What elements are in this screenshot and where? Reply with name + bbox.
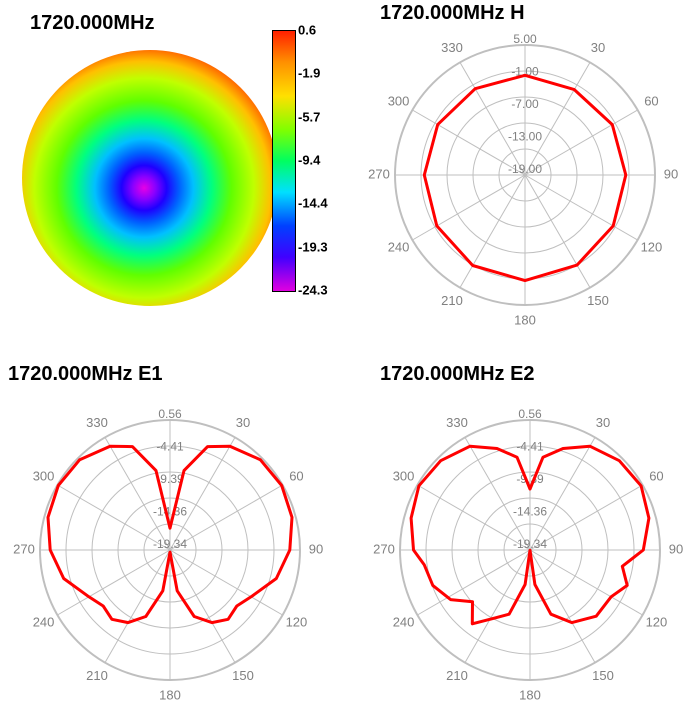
- angle-label: 330: [446, 415, 468, 430]
- radial-label: 5.00: [513, 32, 537, 46]
- panel-e1-plane: 1720.000MHz E1 3060901201501802102402703…: [0, 355, 350, 710]
- angle-label: 150: [587, 293, 609, 308]
- radial-label: -19.34: [153, 537, 187, 551]
- page: 1720.000MHz 0.6-1.9-5.7-9.4-14.4-19.3-24…: [0, 0, 700, 711]
- panel0-svg: [0, 0, 350, 355]
- angle-label: 240: [33, 614, 55, 629]
- panel1-svg: 3060901201501802102402703003305.00-1.00-…: [350, 0, 700, 355]
- angle-label: 270: [13, 541, 35, 556]
- angle-label: 180: [514, 312, 536, 327]
- angle-label: 300: [33, 468, 55, 483]
- angle-label: 30: [591, 40, 605, 55]
- angle-label: 330: [86, 415, 108, 430]
- angle-label: 30: [236, 415, 250, 430]
- angle-label: 90: [669, 541, 683, 556]
- colorbar-tick: -1.9: [294, 66, 320, 81]
- colorbar-tick: -24.3: [294, 283, 328, 298]
- radial-label: -19.00: [508, 162, 542, 176]
- colorbar-tick: 0.6: [294, 23, 316, 38]
- radial-label: -14.36: [513, 505, 547, 519]
- colorbar-tick: -19.3: [294, 239, 328, 254]
- angle-label: 270: [373, 541, 395, 556]
- panel-3d-pattern: 1720.000MHz 0.6-1.9-5.7-9.4-14.4-19.3-24…: [0, 0, 350, 355]
- colorbar-tick: -5.7: [294, 109, 320, 124]
- angle-label: 300: [393, 468, 415, 483]
- angle-label: 60: [649, 468, 663, 483]
- angle-label: 90: [309, 541, 323, 556]
- colorbar-tick: -14.4: [294, 196, 328, 211]
- radial-label: -9.39: [516, 472, 544, 486]
- angle-label: 330: [441, 40, 463, 55]
- angle-label: 210: [86, 668, 108, 683]
- angle-label: 150: [592, 668, 614, 683]
- radial-label: 0.56: [158, 407, 182, 421]
- colorbar-gradient: [272, 30, 296, 292]
- radial-label: -4.41: [516, 440, 544, 454]
- radial-label: -14.36: [153, 505, 187, 519]
- radial-label: 0.56: [518, 407, 542, 421]
- angle-label: 120: [286, 614, 308, 629]
- radial-label: -7.00: [511, 97, 539, 111]
- angle-label: 150: [232, 668, 254, 683]
- angle-label: 60: [644, 93, 658, 108]
- angle-label: 180: [159, 687, 181, 702]
- panel-e2-plane: 1720.000MHz E2 3060901201501802102402703…: [350, 355, 700, 710]
- colorbar: 0.6-1.9-5.7-9.4-14.4-19.3-24.3: [272, 30, 294, 290]
- angle-label: 240: [388, 239, 410, 254]
- colorbar-tick: -9.4: [294, 153, 320, 168]
- angle-label: 60: [289, 468, 303, 483]
- panel-h-plane: 1720.000MHz H 30609012015018021024027030…: [350, 0, 700, 355]
- radial-label: -4.41: [156, 440, 184, 454]
- angle-label: 120: [641, 239, 663, 254]
- angle-label: 300: [388, 93, 410, 108]
- angle-label: 270: [368, 166, 390, 181]
- angle-label: 90: [664, 166, 678, 181]
- angle-label: 210: [446, 668, 468, 683]
- angle-label: 30: [596, 415, 610, 430]
- angle-label: 240: [393, 614, 415, 629]
- angle-label: 210: [441, 293, 463, 308]
- angle-label: 120: [646, 614, 668, 629]
- radial-label: -13.00: [508, 130, 542, 144]
- panel3-svg: 30 60 90 120 150 180 210 240 270 300 330 0.56 -4.41 -…: [350, 355, 700, 710]
- panel2-svg: 30 60 90 120 150 180 210 240 270 300 330 0.56 -4.41 -…: [0, 355, 350, 710]
- angle-label: 180: [519, 687, 541, 702]
